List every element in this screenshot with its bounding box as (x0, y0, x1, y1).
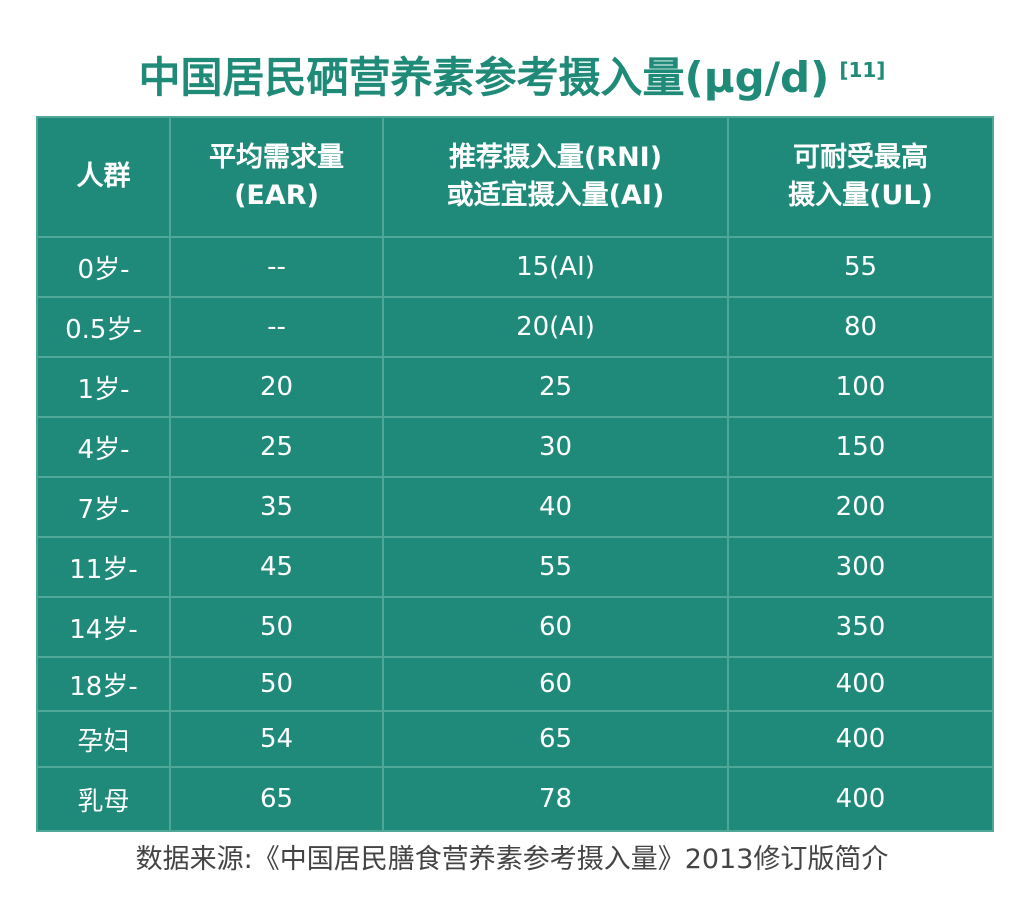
header-rni-line1: 推荐摄入量(RNI) (448, 142, 663, 173)
cell-ul: 400 (727, 766, 994, 832)
cell-population: 4岁- (36, 416, 171, 478)
title-text: 中国居民硒营养素参考摄入量(μg/d) (138, 53, 830, 102)
cell-ear: 20 (169, 356, 384, 418)
cell-ul: 80 (727, 296, 994, 358)
selenium-intake-table: 人群 平均需求量 (EAR) 推荐摄入量(RNI) 或适宜摄入量(AI) 可耐受最高… (36, 116, 994, 832)
cell-population: 0岁- (36, 236, 171, 298)
cell-population: 11岁- (36, 536, 171, 598)
cell-rni: 40 (382, 476, 729, 538)
table-row: 4岁- 25 30 150 (36, 416, 994, 478)
header-population: 人群 (36, 116, 171, 238)
table-row: 乳母 65 78 400 (36, 766, 994, 832)
cell-rni: 15(AI) (382, 236, 729, 298)
cell-rni: 25 (382, 356, 729, 418)
cell-ear: 54 (169, 710, 384, 768)
cell-population: 0.5岁- (36, 296, 171, 358)
cell-ul: 100 (727, 356, 994, 418)
cell-ear: 35 (169, 476, 384, 538)
table-row: 孕妇 54 65 400 (36, 710, 994, 768)
header-rni-line2: 或适宜摄入量(AI) (446, 180, 665, 211)
table-row: 7岁- 35 40 200 (36, 476, 994, 538)
table-row: 1岁- 20 25 100 (36, 356, 994, 418)
header-population-label: 人群 (76, 161, 131, 192)
page-title: 中国居民硒营养素参考摄入量(μg/d) [11] (0, 40, 1024, 108)
cell-population: 14岁- (36, 596, 171, 658)
cell-ul: 200 (727, 476, 994, 538)
cell-rni: 30 (382, 416, 729, 478)
cell-rni: 60 (382, 656, 729, 712)
header-ear: 平均需求量 (EAR) (169, 116, 384, 238)
cell-population: 孕妇 (36, 710, 171, 768)
table-row: 14岁- 50 60 350 (36, 596, 994, 658)
cell-rni: 20(AI) (382, 296, 729, 358)
cell-ul: 350 (727, 596, 994, 658)
table-row: 0岁- -- 15(AI) 55 (36, 236, 994, 298)
cell-rni: 78 (382, 766, 729, 832)
cell-ear: 50 (169, 656, 384, 712)
cell-ul: 400 (727, 710, 994, 768)
header-ear-line2: (EAR) (234, 180, 319, 211)
header-ul: 可耐受最高摄入量(UL) (727, 116, 994, 238)
cell-ul: 300 (727, 536, 994, 598)
cell-population: 18岁- (36, 656, 171, 712)
header-ul-line2: 摄入量(UL) (788, 180, 933, 211)
table-row: 18岁- 50 60 400 (36, 656, 994, 712)
cell-ear: -- (169, 236, 384, 298)
source-caption: 数据来源:《中国居民膳食营养素参考摄入量》2013修订版简介 (135, 844, 889, 875)
data-table: 人群 平均需求量 (EAR) 推荐摄入量(RNI) 或适宜摄入量(AI) 可耐受最高… (36, 116, 994, 832)
cell-rni: 65 (382, 710, 729, 768)
table-row: 11岁- 45 55 300 (36, 536, 994, 598)
cell-rni: 60 (382, 596, 729, 658)
title-reference: [11] (839, 58, 886, 82)
cell-ear: 45 (169, 536, 384, 598)
cell-ear: 25 (169, 416, 384, 478)
table-header-row: 人群 平均需求量 (EAR) 推荐摄入量(RNI) 或适宜摄入量(AI) 可耐受最高… (36, 116, 994, 238)
cell-ear: 50 (169, 596, 384, 658)
header-ul-line1: 可耐受最高 (793, 142, 928, 173)
cell-ul: 55 (727, 236, 994, 298)
cell-ul: 400 (727, 656, 994, 712)
cell-ear: -- (169, 296, 384, 358)
cell-ear: 65 (169, 766, 384, 832)
cell-rni: 55 (382, 536, 729, 598)
cell-population: 7岁- (36, 476, 171, 538)
table-row: 0.5岁- -- 20(AI) 80 (36, 296, 994, 358)
cell-population: 乳母 (36, 766, 171, 832)
cell-ul: 150 (727, 416, 994, 478)
cell-population: 1岁- (36, 356, 171, 418)
header-rni-ai: 推荐摄入量(RNI) 或适宜摄入量(AI) (382, 116, 729, 238)
header-ear-line1: 平均需求量 (209, 142, 344, 173)
